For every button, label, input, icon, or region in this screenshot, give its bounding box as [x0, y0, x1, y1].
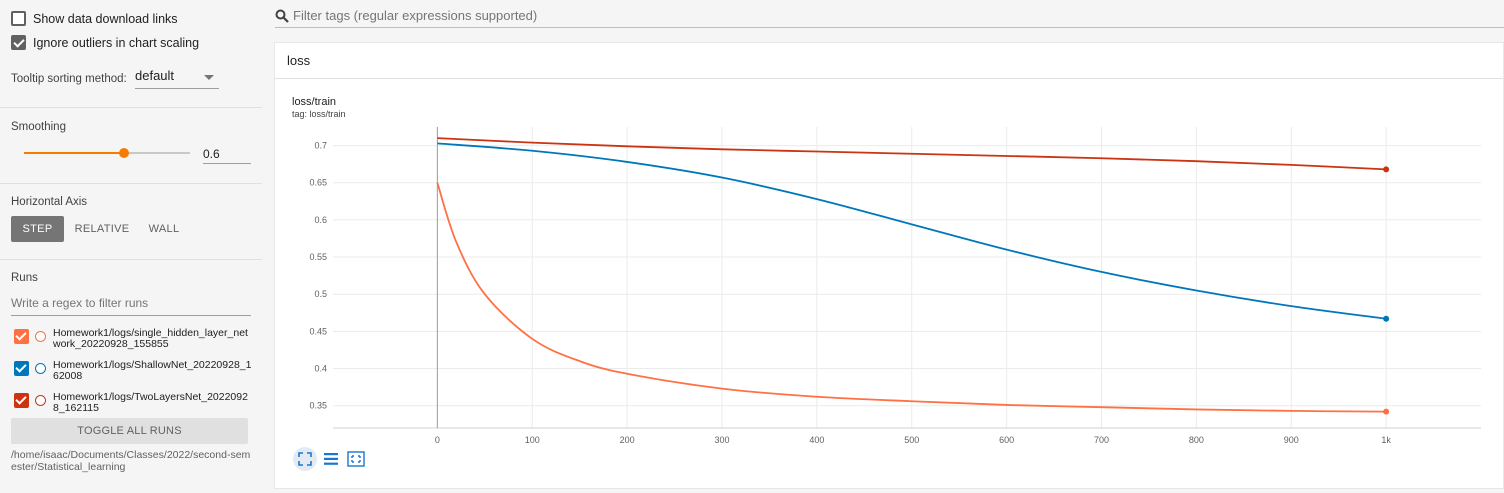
series-line: [437, 137, 1387, 171]
x-tick-label: 1k: [1381, 435, 1391, 445]
y-tick-label: 0.6: [314, 215, 327, 225]
fit-domain-button[interactable]: [344, 447, 368, 471]
x-tick-label: 700: [1094, 435, 1109, 445]
ignore-outliers-checkbox[interactable]: [11, 35, 26, 50]
smoothing-slider-thumb[interactable]: [118, 148, 129, 158]
x-tick-label: 100: [525, 435, 540, 445]
axis-wall-button[interactable]: WALL: [148, 223, 180, 235]
search-icon: [275, 9, 289, 23]
tag-filter-placeholder: Filter tags (regular expressions support…: [293, 8, 538, 23]
run-color-circle-icon[interactable]: [35, 363, 46, 374]
chevron-down-icon: [204, 75, 214, 80]
smoothing-slider-fill: [24, 152, 124, 154]
tooltip-sorting-select[interactable]: default: [135, 68, 219, 89]
logdir-path: /home/isaac/Documents/Classes/2022/secon…: [11, 449, 251, 473]
series-endpoint: [1383, 408, 1390, 415]
x-tick-label: 500: [904, 435, 919, 445]
run-color-circle-icon[interactable]: [35, 395, 46, 406]
run-name: Homework1/logs/TwoLayersNet_20220928_162…: [53, 391, 248, 414]
divider: [0, 259, 262, 260]
tooltip-sorting-value: default: [135, 68, 175, 83]
fullscreen-button[interactable]: [293, 447, 317, 471]
chart-tag: tag: loss/train: [292, 109, 346, 119]
show-download-links-toggle[interactable]: Show data download links: [11, 11, 178, 26]
ignore-outliers-label: Ignore outliers in chart scaling: [33, 35, 200, 50]
tooltip-sorting-label: Tooltip sorting method:: [11, 73, 127, 85]
series-endpoint: [1383, 166, 1390, 173]
loss-chart[interactable]: 0 100 200 300 400 500 600 700 800 900 1k 0.35 0.4 0.4…: [275, 43, 1504, 490]
chart-title: loss/train: [292, 96, 337, 108]
divider: [0, 183, 262, 184]
series-line: [437, 142, 1387, 320]
x-tick-label: 900: [1284, 435, 1299, 445]
sidebar: Show data download links Ignore outliers…: [0, 0, 262, 493]
y-tick-label: 0.55: [309, 252, 327, 262]
runs-filter-input[interactable]: Write a regex to filter runs: [11, 296, 251, 316]
run-checkbox[interactable]: [14, 393, 29, 408]
series-line: [436, 182, 1387, 413]
x-tick-label: 200: [620, 435, 635, 445]
y-tick-label: 0.45: [309, 326, 327, 336]
show-download-links-checkbox[interactable]: [11, 11, 26, 26]
ignore-outliers-toggle[interactable]: Ignore outliers in chart scaling: [11, 35, 199, 50]
toggle-all-runs-button[interactable]: TOGGLE ALL RUNS: [11, 418, 248, 444]
fit-to-data-icon: [347, 451, 365, 467]
toggle-log-scale-button[interactable]: [319, 447, 343, 471]
smoothing-label: Smoothing: [11, 121, 66, 133]
run-checkbox[interactable]: [14, 361, 29, 376]
y-tick-label: 0.7: [314, 141, 327, 151]
horizontal-axis-label: Horizontal Axis: [11, 196, 88, 208]
tag-filter-input[interactable]: Filter tags (regular expressions support…: [275, 4, 1504, 28]
run-color-circle-icon[interactable]: [35, 331, 46, 342]
y-tick-label: 0.35: [309, 401, 327, 411]
axis-step-button[interactable]: STEP: [11, 216, 64, 242]
run-name: Homework1/logs/ShallowNet_20220928_16200…: [53, 359, 252, 382]
show-download-links-label: Show data download links: [33, 11, 178, 26]
smoothing-slider-track[interactable]: [24, 152, 190, 154]
card-header[interactable]: loss: [275, 43, 1503, 79]
run-item[interactable]: Homework1/logs/TwoLayersNet_20220928_162…: [14, 392, 254, 414]
series-endpoint: [1383, 315, 1390, 322]
y-tick-label: 0.5: [314, 289, 327, 299]
chart-card: loss loss/train tag: loss/train 0 100 200 3…: [274, 42, 1504, 489]
smoothing-value-input[interactable]: 0.6: [203, 145, 251, 164]
fullscreen-icon: [298, 452, 312, 466]
x-tick-label: 300: [714, 435, 729, 445]
divider: [0, 107, 262, 108]
x-tick-label: 800: [1189, 435, 1204, 445]
x-tick-label: 600: [999, 435, 1014, 445]
runs-label: Runs: [11, 272, 38, 284]
y-tick-label: 0.65: [309, 178, 327, 188]
run-name: Homework1/logs/single_hidden_layer_netwo…: [53, 327, 248, 350]
x-tick-label: 400: [809, 435, 824, 445]
run-item[interactable]: Homework1/logs/ShallowNet_20220928_16200…: [14, 360, 254, 382]
run-checkbox[interactable]: [14, 329, 29, 344]
x-tick-label: 0: [435, 435, 440, 445]
menu-lines-icon: [324, 453, 338, 465]
y-tick-label: 0.4: [314, 364, 327, 374]
axis-relative-button[interactable]: RELATIVE: [74, 223, 130, 235]
card-title: loss: [287, 53, 311, 68]
run-item[interactable]: Homework1/logs/single_hidden_layer_netwo…: [14, 328, 254, 350]
